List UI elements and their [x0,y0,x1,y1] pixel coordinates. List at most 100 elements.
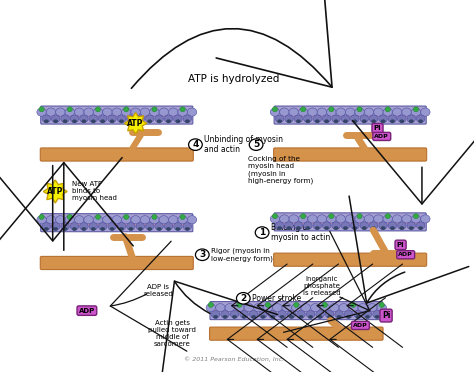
Ellipse shape [341,115,350,122]
Ellipse shape [365,315,370,318]
Ellipse shape [221,311,229,318]
Text: ADP is
released: ADP is released [143,284,173,297]
Ellipse shape [180,215,185,219]
Ellipse shape [127,115,135,122]
Ellipse shape [313,115,321,122]
Ellipse shape [325,120,329,123]
Ellipse shape [110,227,114,231]
Ellipse shape [329,304,339,312]
Ellipse shape [136,115,145,122]
Ellipse shape [67,107,73,112]
Ellipse shape [261,315,265,318]
Ellipse shape [208,302,213,307]
Ellipse shape [354,311,362,318]
Ellipse shape [93,108,103,116]
Text: Unbinding of myosin
and actin: Unbinding of myosin and actin [204,135,283,154]
Ellipse shape [140,216,150,224]
Text: ADP: ADP [374,134,389,139]
Ellipse shape [112,108,121,116]
Ellipse shape [223,315,227,318]
Ellipse shape [100,120,105,123]
Ellipse shape [46,216,55,224]
Ellipse shape [166,227,171,231]
Ellipse shape [334,227,338,230]
FancyBboxPatch shape [210,302,383,320]
Text: Power stroke: Power stroke [252,294,301,303]
Ellipse shape [385,214,390,219]
Ellipse shape [259,311,267,318]
Ellipse shape [159,216,169,224]
Ellipse shape [318,315,322,318]
Polygon shape [125,113,147,134]
Ellipse shape [131,216,140,224]
Ellipse shape [346,215,355,223]
Ellipse shape [187,108,197,116]
Ellipse shape [146,115,154,122]
Ellipse shape [346,108,355,116]
Ellipse shape [136,222,145,230]
Ellipse shape [309,315,313,318]
Ellipse shape [138,227,143,231]
Ellipse shape [178,216,187,224]
Ellipse shape [121,108,131,116]
Ellipse shape [297,311,305,318]
Ellipse shape [289,215,299,223]
Ellipse shape [44,227,48,231]
Ellipse shape [277,120,282,123]
Ellipse shape [285,115,293,122]
Ellipse shape [296,120,301,123]
Text: 3: 3 [199,250,205,259]
Ellipse shape [392,215,402,223]
Ellipse shape [390,120,394,123]
Ellipse shape [392,108,402,116]
FancyBboxPatch shape [41,106,193,124]
Ellipse shape [240,311,248,318]
Ellipse shape [282,304,292,312]
Text: New ATP
binds to
myosin head: New ATP binds to myosin head [73,182,117,202]
Ellipse shape [409,227,413,230]
Ellipse shape [249,311,258,318]
Ellipse shape [375,315,379,318]
Ellipse shape [152,215,157,219]
Ellipse shape [129,120,133,123]
Ellipse shape [254,304,263,312]
Ellipse shape [336,215,346,223]
Ellipse shape [166,120,171,123]
Ellipse shape [362,227,366,230]
Text: Pi: Pi [397,242,404,248]
Ellipse shape [155,115,164,122]
Ellipse shape [157,120,161,123]
Ellipse shape [82,120,86,123]
Ellipse shape [54,120,58,123]
Ellipse shape [110,120,114,123]
Ellipse shape [275,222,284,229]
Ellipse shape [91,120,95,123]
Ellipse shape [216,304,225,312]
Ellipse shape [285,222,293,229]
Ellipse shape [213,315,218,318]
Ellipse shape [176,120,180,123]
Ellipse shape [273,214,277,219]
Ellipse shape [343,227,347,230]
Ellipse shape [157,227,161,231]
Ellipse shape [55,108,65,116]
Ellipse shape [37,108,46,116]
Ellipse shape [315,120,319,123]
Ellipse shape [93,216,103,224]
Ellipse shape [67,215,73,219]
Ellipse shape [183,115,191,122]
Ellipse shape [416,222,425,229]
Ellipse shape [95,107,100,112]
Ellipse shape [65,216,74,224]
Ellipse shape [358,304,367,312]
Ellipse shape [159,108,169,116]
Ellipse shape [65,108,74,116]
Ellipse shape [287,120,291,123]
Ellipse shape [277,227,282,230]
Ellipse shape [44,120,48,123]
Ellipse shape [327,108,336,116]
Ellipse shape [400,120,404,123]
Ellipse shape [42,115,51,122]
Ellipse shape [374,215,383,223]
Ellipse shape [306,311,315,318]
